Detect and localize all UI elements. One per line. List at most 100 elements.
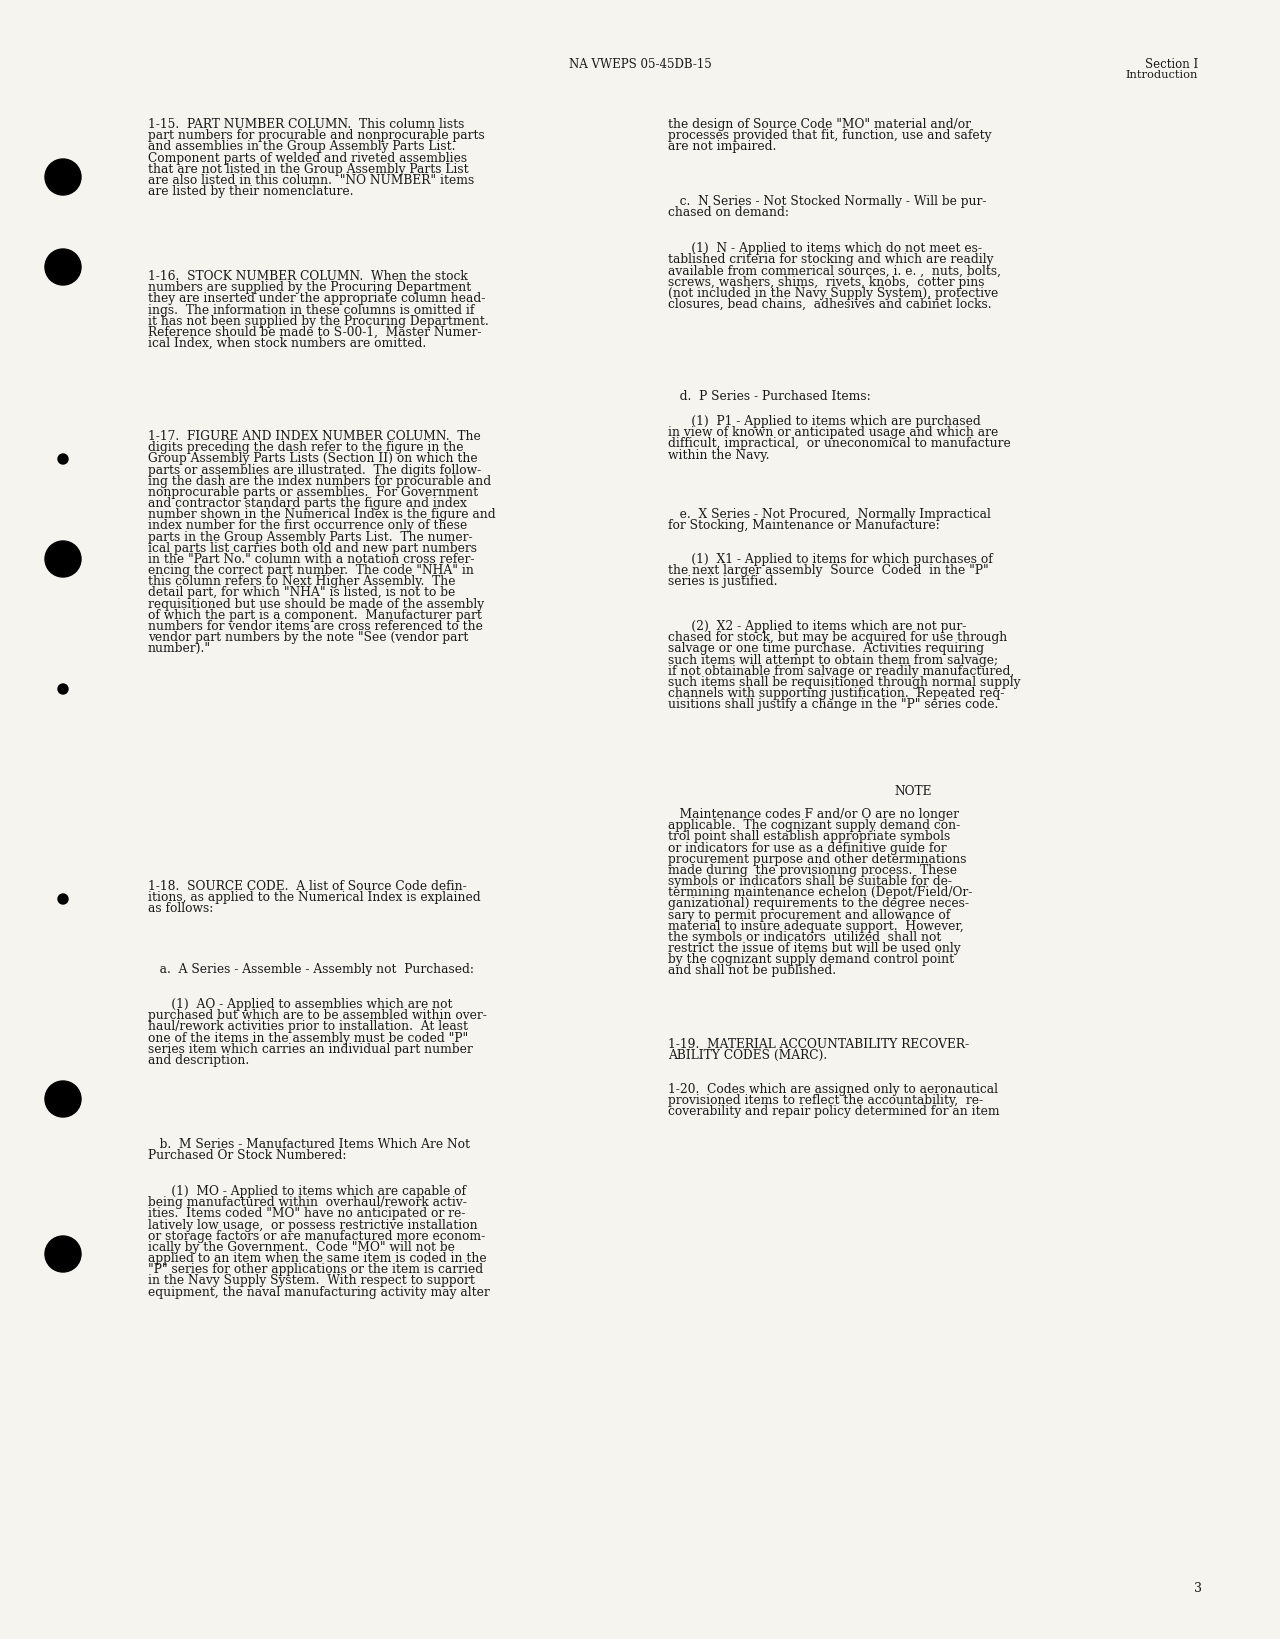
Text: coverability and repair policy determined for an item: coverability and repair policy determine… xyxy=(668,1105,1000,1118)
Text: Reference should be made to S-00-1,  Master Numer-: Reference should be made to S-00-1, Mast… xyxy=(148,326,481,339)
Text: haul/rework activities prior to installation.  At least: haul/rework activities prior to installa… xyxy=(148,1019,468,1033)
Circle shape xyxy=(58,895,68,905)
Text: sary to permit procurement and allowance of: sary to permit procurement and allowance… xyxy=(668,908,950,921)
Text: latively low usage,  or possess restrictive installation: latively low usage, or possess restricti… xyxy=(148,1218,477,1231)
Text: channels with supporting justification.  Repeated req-: channels with supporting justification. … xyxy=(668,687,1005,700)
Text: or storage factors or are manufactured more econom-: or storage factors or are manufactured m… xyxy=(148,1229,485,1242)
Text: by the cognizant supply demand control point: by the cognizant supply demand control p… xyxy=(668,952,954,965)
Text: Section I: Section I xyxy=(1144,57,1198,70)
Text: salvage or one time purchase.  Activities requiring: salvage or one time purchase. Activities… xyxy=(668,642,984,656)
Text: ically by the Government.  Code "MO" will not be: ically by the Government. Code "MO" will… xyxy=(148,1241,454,1254)
Text: chased for stock, but may be acquired for use through: chased for stock, but may be acquired fo… xyxy=(668,631,1007,644)
Text: and shall not be published.: and shall not be published. xyxy=(668,964,836,977)
Text: number).": number)." xyxy=(148,642,211,656)
Text: provisioned items to reflect the accountability,  re-: provisioned items to reflect the account… xyxy=(668,1093,983,1106)
Text: processes provided that fit, function, use and safety: processes provided that fit, function, u… xyxy=(668,129,992,143)
Text: restrict the issue of items but will be used only: restrict the issue of items but will be … xyxy=(668,941,960,954)
Text: (1)  MO - Applied to items which are capable of: (1) MO - Applied to items which are capa… xyxy=(148,1185,466,1196)
Text: detail part, for which "NHA" is listed, is not to be: detail part, for which "NHA" is listed, … xyxy=(148,587,456,600)
Text: the next larger assembly  Source  Coded  in the "P": the next larger assembly Source Coded in… xyxy=(668,564,988,577)
Text: chased on demand:: chased on demand: xyxy=(668,207,788,220)
Text: applicable.  The cognizant supply demand con-: applicable. The cognizant supply demand … xyxy=(668,818,960,831)
Text: ical Index, when stock numbers are omitted.: ical Index, when stock numbers are omitt… xyxy=(148,338,426,349)
Text: as follows:: as follows: xyxy=(148,901,214,915)
Text: for Stocking, Maintenance or Manufacture:: for Stocking, Maintenance or Manufacture… xyxy=(668,520,940,531)
Text: made during  the provisioning process.  These: made during the provisioning process. Th… xyxy=(668,864,957,877)
Text: ing the dash are the index numbers for procurable and: ing the dash are the index numbers for p… xyxy=(148,474,492,487)
Text: "P" series for other applications or the item is carried: "P" series for other applications or the… xyxy=(148,1262,483,1275)
Text: are also listed in this column.  "NO NUMBER" items: are also listed in this column. "NO NUMB… xyxy=(148,174,475,187)
Text: number shown in the Numerical Index is the figure and: number shown in the Numerical Index is t… xyxy=(148,508,495,521)
Text: (1)  X1 - Applied to items for which purchases of: (1) X1 - Applied to items for which purc… xyxy=(668,552,993,565)
Text: the design of Source Code "MO" material and/or: the design of Source Code "MO" material … xyxy=(668,118,972,131)
Text: c.  N Series - Not Stocked Normally - Will be pur-: c. N Series - Not Stocked Normally - Wil… xyxy=(668,195,987,208)
Text: and contractor standard parts the figure and index: and contractor standard parts the figure… xyxy=(148,497,467,510)
Text: numbers for vendor items are cross referenced to the: numbers for vendor items are cross refer… xyxy=(148,620,483,633)
Text: in the Navy Supply System.  With respect to support: in the Navy Supply System. With respect … xyxy=(148,1274,475,1287)
Text: requisitioned but use should be made of the assembly: requisitioned but use should be made of … xyxy=(148,597,484,610)
Text: part numbers for procurable and nonprocurable parts: part numbers for procurable and nonprocu… xyxy=(148,129,485,143)
Circle shape xyxy=(45,541,81,577)
Text: 1-17.  FIGURE AND INDEX NUMBER COLUMN.  The: 1-17. FIGURE AND INDEX NUMBER COLUMN. Th… xyxy=(148,429,481,443)
Text: ABILITY CODES (MARC).: ABILITY CODES (MARC). xyxy=(668,1049,827,1062)
Circle shape xyxy=(58,454,68,465)
Text: if not obtainable from salvage or readily manufactured,: if not obtainable from salvage or readil… xyxy=(668,664,1014,677)
Text: e.  X Series - Not Procured,  Normally Impractical: e. X Series - Not Procured, Normally Imp… xyxy=(668,508,991,521)
Text: 3: 3 xyxy=(1194,1582,1202,1595)
Text: closures, bead chains,  adhesives and cabinet locks.: closures, bead chains, adhesives and cab… xyxy=(668,298,992,311)
Text: Group Assembly Parts Lists (Section II) on which the: Group Assembly Parts Lists (Section II) … xyxy=(148,452,477,465)
Text: and description.: and description. xyxy=(148,1054,250,1067)
Text: Component parts of welded and riveted assemblies: Component parts of welded and riveted as… xyxy=(148,151,467,164)
Text: in view of known or anticipated usage and which are: in view of known or anticipated usage an… xyxy=(668,426,998,439)
Text: (1)  N - Applied to items which do not meet es-: (1) N - Applied to items which do not me… xyxy=(668,243,982,254)
Text: they are inserted under the appropriate column head-: they are inserted under the appropriate … xyxy=(148,292,485,305)
Text: index number for the first occurrence only of these: index number for the first occurrence on… xyxy=(148,520,467,533)
Text: termining maintenance echelon (Depot/Field/Or-: termining maintenance echelon (Depot/Fie… xyxy=(668,885,973,898)
Text: or indicators for use as a definitive guide for: or indicators for use as a definitive gu… xyxy=(668,841,947,854)
Text: a.  A Series - Assemble - Assembly not  Purchased:: a. A Series - Assemble - Assembly not Pu… xyxy=(148,962,474,975)
Text: parts in the Group Assembly Parts List.  The numer-: parts in the Group Assembly Parts List. … xyxy=(148,531,472,543)
Text: 1-19.  MATERIAL ACCOUNTABILITY RECOVER-: 1-19. MATERIAL ACCOUNTABILITY RECOVER- xyxy=(668,1037,969,1051)
Text: d.  P Series - Purchased Items:: d. P Series - Purchased Items: xyxy=(668,390,870,403)
Text: applied to an item when the same item is coded in the: applied to an item when the same item is… xyxy=(148,1251,486,1264)
Text: series item which carries an individual part number: series item which carries an individual … xyxy=(148,1042,472,1056)
Text: that are not listed in the Group Assembly Parts List: that are not listed in the Group Assembl… xyxy=(148,162,468,175)
Text: difficult, impractical,  or uneconomical to manufacture: difficult, impractical, or uneconomical … xyxy=(668,438,1011,451)
Text: (1)  AO - Applied to assemblies which are not: (1) AO - Applied to assemblies which are… xyxy=(148,998,453,1010)
Text: are listed by their nomenclature.: are listed by their nomenclature. xyxy=(148,185,353,198)
Text: NOTE: NOTE xyxy=(895,785,932,798)
Text: trol point shall establish appropriate symbols: trol point shall establish appropriate s… xyxy=(668,829,950,842)
Text: in the "Part No." column with a notation cross refer-: in the "Part No." column with a notation… xyxy=(148,552,475,565)
Text: available from commerical sources, i. e. ,  nuts, bolts,: available from commerical sources, i. e.… xyxy=(668,264,1001,277)
Text: NA VWEPS 05-45DB-15: NA VWEPS 05-45DB-15 xyxy=(568,57,712,70)
Text: ical parts list carries both old and new part numbers: ical parts list carries both old and new… xyxy=(148,541,477,554)
Text: Introduction: Introduction xyxy=(1125,70,1198,80)
Text: nonprocurable parts or assemblies.  For Government: nonprocurable parts or assemblies. For G… xyxy=(148,485,479,498)
Text: 1-15.  PART NUMBER COLUMN.  This column lists: 1-15. PART NUMBER COLUMN. This column li… xyxy=(148,118,465,131)
Circle shape xyxy=(45,1082,81,1118)
Text: digits preceding the dash refer to the figure in the: digits preceding the dash refer to the f… xyxy=(148,441,463,454)
Text: itions, as applied to the Numerical Index is explained: itions, as applied to the Numerical Inde… xyxy=(148,890,480,903)
Text: within the Navy.: within the Navy. xyxy=(668,447,769,461)
Text: the symbols or indicators  utilized  shall not: the symbols or indicators utilized shall… xyxy=(668,931,941,944)
Text: (not included in the Navy Supply System), protective: (not included in the Navy Supply System)… xyxy=(668,287,998,300)
Text: (2)  X2 - Applied to items which are not pur-: (2) X2 - Applied to items which are not … xyxy=(668,620,966,633)
Text: of which the part is a component.  Manufacturer part: of which the part is a component. Manufa… xyxy=(148,608,481,621)
Circle shape xyxy=(45,161,81,197)
Text: such items shall be requisitioned through normal supply: such items shall be requisitioned throug… xyxy=(668,675,1020,688)
Text: screws, washers, shims,  rivets, knobs,  cotter pins: screws, washers, shims, rivets, knobs, c… xyxy=(668,275,984,288)
Text: purchased but which are to be assembled within over-: purchased but which are to be assembled … xyxy=(148,1008,486,1021)
Text: one of the items in the assembly must be coded "P": one of the items in the assembly must be… xyxy=(148,1031,468,1044)
Text: it has not been supplied by the Procuring Department.: it has not been supplied by the Procurin… xyxy=(148,315,489,328)
Text: tablished criteria for stocking and which are readily: tablished criteria for stocking and whic… xyxy=(668,252,993,266)
Text: uisitions shall justify a change in the "P" series code.: uisitions shall justify a change in the … xyxy=(668,698,998,711)
Text: such items will attempt to obtain them from salvage;: such items will attempt to obtain them f… xyxy=(668,652,998,665)
Text: this column refers to Next Higher Assembly.  The: this column refers to Next Higher Assemb… xyxy=(148,575,456,588)
Text: material to insure adequate support.  However,: material to insure adequate support. How… xyxy=(668,919,964,933)
Text: parts or assemblies are illustrated.  The digits follow-: parts or assemblies are illustrated. The… xyxy=(148,464,481,477)
Text: equipment, the naval manufacturing activity may alter: equipment, the naval manufacturing activ… xyxy=(148,1285,490,1298)
Text: ganizational) requirements to the degree neces-: ganizational) requirements to the degree… xyxy=(668,897,969,910)
Text: 1-16.  STOCK NUMBER COLUMN.  When the stock: 1-16. STOCK NUMBER COLUMN. When the stoc… xyxy=(148,270,467,284)
Text: 1-18.  SOURCE CODE.  A list of Source Code defin-: 1-18. SOURCE CODE. A list of Source Code… xyxy=(148,880,467,893)
Text: 1-20.  Codes which are assigned only to aeronautical: 1-20. Codes which are assigned only to a… xyxy=(668,1082,998,1095)
